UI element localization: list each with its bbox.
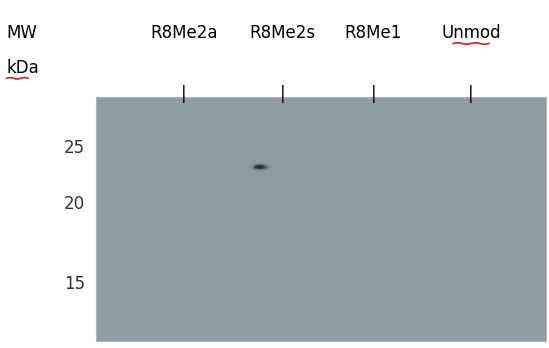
Text: R8Me2a: R8Me2a [150,24,217,42]
Text: |: | [181,85,187,103]
Text: kDa: kDa [7,58,40,77]
Text: MW: MW [7,24,37,42]
Text: |: | [280,85,285,103]
Text: |: | [371,85,376,103]
Text: R8Me1: R8Me1 [345,24,402,42]
Text: 25: 25 [64,139,85,157]
Text: 15: 15 [64,275,85,293]
Text: R8Me2s: R8Me2s [250,24,316,42]
Text: 20: 20 [64,195,85,213]
Text: |: | [468,85,474,103]
Text: Unmod: Unmod [441,24,501,42]
Bar [96,97,546,341]
